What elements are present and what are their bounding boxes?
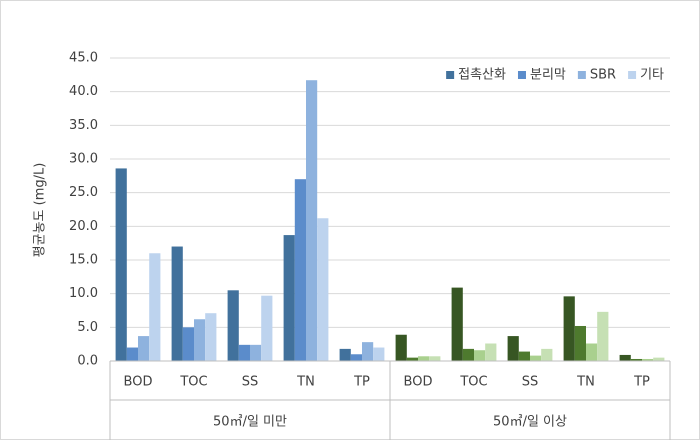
- bar: [182, 327, 194, 361]
- bar: [362, 342, 374, 361]
- bar: [395, 334, 407, 361]
- bar: [630, 358, 642, 361]
- bar: [115, 168, 127, 361]
- bar: [541, 348, 553, 361]
- y-tick-label: 35.0: [69, 118, 98, 133]
- bar: [227, 290, 239, 361]
- bar: [597, 311, 609, 361]
- bar: [373, 347, 385, 361]
- bar: [238, 344, 250, 361]
- bar: [126, 347, 138, 361]
- x-tick-label: TOC: [179, 375, 207, 390]
- bar: [485, 343, 497, 361]
- bar: [261, 295, 273, 361]
- y-tick-label: 40.0: [69, 84, 98, 99]
- bar: [294, 179, 306, 361]
- bar: [317, 218, 329, 361]
- x-tick-label: SS: [522, 375, 539, 390]
- y-axis-label: 평균농도 (mg/L): [33, 163, 48, 258]
- y-tick-label: 45.0: [69, 51, 98, 66]
- bar: [418, 356, 430, 361]
- legend-swatch: [446, 71, 455, 79]
- bar: [518, 351, 530, 361]
- bar: [619, 354, 631, 361]
- y-tick-label: 25.0: [69, 185, 98, 200]
- bar: [205, 313, 217, 361]
- x-tick-label: TOC: [459, 375, 487, 390]
- bar: [339, 348, 351, 361]
- bar: [194, 319, 206, 361]
- group-label: 50㎥/일 미만: [213, 415, 287, 430]
- bar: [530, 355, 542, 361]
- bar: [429, 356, 441, 361]
- bar: [138, 336, 150, 361]
- bar: [507, 336, 519, 361]
- y-tick-label: 5.0: [77, 320, 98, 335]
- y-tick-label: 0.0: [77, 354, 98, 369]
- y-tick-label: 10.0: [69, 286, 98, 301]
- legend-swatch: [517, 71, 526, 79]
- x-tick-label: TP: [353, 375, 370, 390]
- y-tick-label: 30.0: [69, 152, 98, 167]
- bar: [451, 287, 463, 361]
- bar: [653, 357, 665, 361]
- bar: [171, 246, 183, 361]
- bar: [642, 358, 654, 361]
- bar: [149, 253, 161, 361]
- legend-label: 기타: [640, 68, 664, 83]
- bar: [563, 296, 575, 361]
- x-tick-label: TN: [296, 375, 315, 390]
- bar: [250, 344, 262, 361]
- bar: [283, 235, 295, 361]
- bar: [586, 343, 598, 361]
- x-tick-label: BOD: [404, 375, 433, 390]
- bar: [306, 80, 318, 361]
- legend-label: 분리막: [530, 68, 566, 83]
- y-tick-label: 15.0: [69, 253, 98, 268]
- x-tick-label: SS: [242, 375, 259, 390]
- bar: [462, 348, 474, 361]
- bar: [406, 357, 418, 361]
- x-tick-label: TN: [576, 375, 595, 390]
- legend-swatch: [628, 71, 637, 79]
- y-tick-label: 20.0: [69, 219, 98, 234]
- bar: [350, 354, 362, 361]
- x-tick-label: TP: [633, 375, 650, 390]
- legend-label: 접촉산화: [458, 68, 506, 83]
- legend-swatch: [577, 71, 586, 79]
- bar: [574, 325, 586, 361]
- x-tick-label: BOD: [124, 375, 153, 390]
- group-label: 50㎥/일 이상: [493, 415, 567, 430]
- legend-label: SBR: [590, 68, 616, 83]
- bar: [474, 350, 486, 361]
